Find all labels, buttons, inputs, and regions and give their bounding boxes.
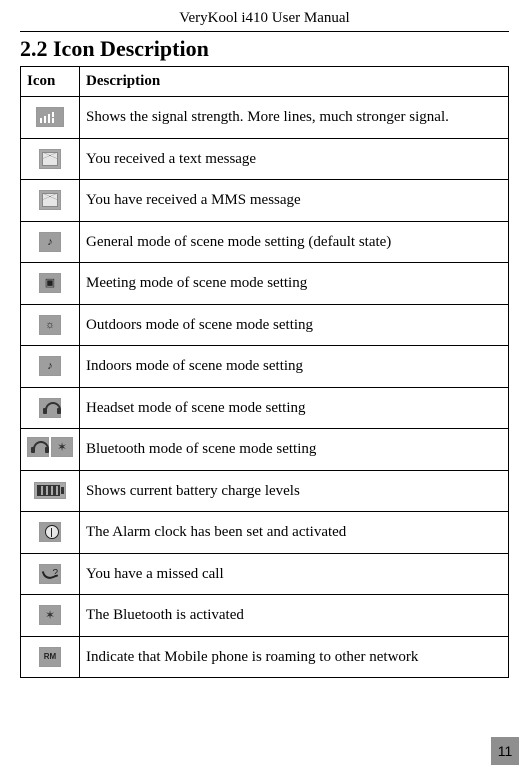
indoors-mode-icon bbox=[39, 356, 61, 376]
icon-cell bbox=[21, 346, 80, 388]
description-cell: You received a text message bbox=[80, 138, 509, 180]
icon-cell bbox=[21, 512, 80, 554]
description-cell: General mode of scene mode setting (defa… bbox=[80, 221, 509, 263]
icon-cell bbox=[21, 97, 80, 139]
table-row: Shows current battery charge levels bbox=[21, 470, 509, 512]
icon-cell bbox=[21, 387, 80, 429]
icon-cell bbox=[21, 429, 80, 471]
bluetooth-glyph-icon bbox=[51, 437, 73, 457]
table-row: Indicate that Mobile phone is roaming to… bbox=[21, 636, 509, 678]
mms-icon bbox=[39, 190, 61, 210]
table-row: Shows the signal strength. More lines, m… bbox=[21, 97, 509, 139]
table-header-row: Icon Description bbox=[21, 67, 509, 97]
table-row: The Alarm clock has been set and activat… bbox=[21, 512, 509, 554]
section-title: 2.2 Icon Description bbox=[20, 36, 509, 62]
icon-cell bbox=[21, 221, 80, 263]
header-rule bbox=[20, 31, 509, 32]
description-cell: Indicate that Mobile phone is roaming to… bbox=[80, 636, 509, 678]
col-header-description: Description bbox=[80, 67, 509, 97]
signal-strength-icon bbox=[36, 107, 64, 127]
table-row: Bluetooth mode of scene mode setting bbox=[21, 429, 509, 471]
icon-cell bbox=[21, 180, 80, 222]
table-row: Meeting mode of scene mode setting bbox=[21, 263, 509, 305]
sms-icon bbox=[39, 149, 61, 169]
description-cell: Outdoors mode of scene mode setting bbox=[80, 304, 509, 346]
icon-cell bbox=[21, 470, 80, 512]
table-row: You have a missed call bbox=[21, 553, 509, 595]
alarm-icon bbox=[39, 522, 61, 542]
description-cell: Bluetooth mode of scene mode setting bbox=[80, 429, 509, 471]
description-cell: Shows current battery charge levels bbox=[80, 470, 509, 512]
col-header-icon: Icon bbox=[21, 67, 80, 97]
bluetooth-mode-icon bbox=[27, 437, 49, 457]
icon-cell bbox=[21, 595, 80, 637]
page-number: 11 bbox=[491, 737, 519, 765]
icon-cell bbox=[21, 553, 80, 595]
battery-icon bbox=[34, 482, 66, 499]
table-row: You received a text message bbox=[21, 138, 509, 180]
table-body: Shows the signal strength. More lines, m… bbox=[21, 97, 509, 678]
description-cell: Headset mode of scene mode setting bbox=[80, 387, 509, 429]
doc-header-title: VeryKool i410 User Manual bbox=[20, 10, 509, 31]
roaming-icon bbox=[39, 647, 61, 667]
icon-cell bbox=[21, 138, 80, 180]
page-container: VeryKool i410 User Manual 2.2 Icon Descr… bbox=[0, 0, 529, 775]
outdoors-mode-icon bbox=[39, 315, 61, 335]
table-row: The Bluetooth is activated bbox=[21, 595, 509, 637]
bluetooth-icon bbox=[39, 605, 61, 625]
description-cell: The Alarm clock has been set and activat… bbox=[80, 512, 509, 554]
headset-mode-icon bbox=[39, 398, 61, 418]
meeting-mode-icon bbox=[39, 273, 61, 293]
icon-cell bbox=[21, 263, 80, 305]
table-row: Headset mode of scene mode setting bbox=[21, 387, 509, 429]
missed-call-icon bbox=[39, 564, 61, 584]
description-cell: Meeting mode of scene mode setting bbox=[80, 263, 509, 305]
description-cell: You have received a MMS message bbox=[80, 180, 509, 222]
description-cell: Shows the signal strength. More lines, m… bbox=[80, 97, 509, 139]
description-cell: You have a missed call bbox=[80, 553, 509, 595]
table-row: Indoors mode of scene mode setting bbox=[21, 346, 509, 388]
table-row: You have received a MMS message bbox=[21, 180, 509, 222]
icon-cell bbox=[21, 304, 80, 346]
description-cell: The Bluetooth is activated bbox=[80, 595, 509, 637]
icon-description-table: Icon Description Shows the signal streng… bbox=[20, 66, 509, 678]
general-mode-icon bbox=[39, 232, 61, 252]
description-cell: Indoors mode of scene mode setting bbox=[80, 346, 509, 388]
icon-cell bbox=[21, 636, 80, 678]
table-row: Outdoors mode of scene mode setting bbox=[21, 304, 509, 346]
table-row: General mode of scene mode setting (defa… bbox=[21, 221, 509, 263]
